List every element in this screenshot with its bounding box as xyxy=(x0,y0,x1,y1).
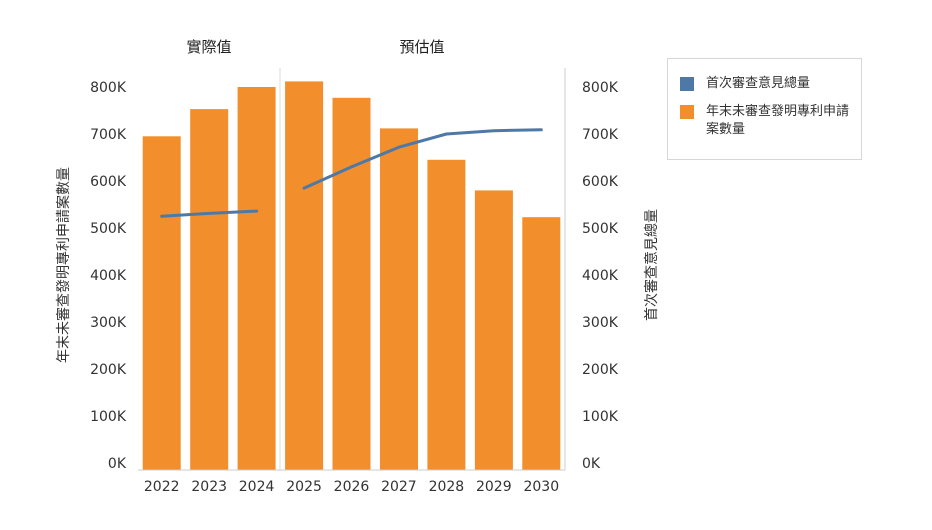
line-series-forecast xyxy=(302,128,543,190)
right-tick-label: 100K xyxy=(582,409,619,425)
x-tick-label: 2022 xyxy=(144,479,180,495)
x-tick-label: 2027 xyxy=(381,479,417,495)
x-tick-label: 2030 xyxy=(523,479,559,495)
x-axis-ticks: 2022 2023 2024 2025 2026 2027 2028 2029 2030 xyxy=(144,479,559,495)
left-axis-title: 年末未審查發明專利申請案數量 xyxy=(55,167,72,363)
left-tick-label: 200K xyxy=(90,362,127,378)
bar-2024 xyxy=(237,87,276,470)
left-tick-label: 500K xyxy=(90,221,127,237)
bar-2025 xyxy=(285,81,324,471)
x-tick-label: 2024 xyxy=(239,479,275,495)
right-tick-label: 700K xyxy=(582,127,619,143)
left-tick-label: 600K xyxy=(90,174,127,190)
right-tick-label: 0K xyxy=(582,456,601,472)
bar-2026 xyxy=(332,97,371,471)
left-axis-ticks: 0K 100K 200K 300K 400K 500K 600K 700K 800K xyxy=(90,80,127,472)
legend-item-line: 首次審查意見總量 xyxy=(680,75,851,93)
left-tick-label: 400K xyxy=(90,268,127,284)
left-tick-label: 300K xyxy=(90,315,127,331)
right-tick-label: 200K xyxy=(582,362,619,378)
left-tick-label: 100K xyxy=(90,409,127,425)
right-tick-label: 400K xyxy=(582,268,619,284)
legend-label-line: 首次審查意見總量 xyxy=(706,76,811,91)
x-tick-label: 2023 xyxy=(191,479,227,495)
right-tick-label: 800K xyxy=(582,80,619,96)
bar-2028 xyxy=(427,159,466,471)
right-tick-label: 600K xyxy=(582,174,619,190)
legend-label-bar: 年末未審查發明專利申請案數量 xyxy=(706,104,850,137)
bar-2029 xyxy=(474,190,513,470)
x-tick-label: 2025 xyxy=(286,479,322,495)
right-tick-label: 300K xyxy=(582,315,619,331)
x-tick-label: 2028 xyxy=(429,479,465,495)
x-tick-label: 2026 xyxy=(334,479,370,495)
bar-2027 xyxy=(380,128,418,470)
section-label-forecast: 預估值 xyxy=(399,38,444,56)
right-axis-title: 首次審查意見總量 xyxy=(643,209,660,321)
x-tick-label: 2029 xyxy=(476,479,512,495)
bar-2022 xyxy=(142,136,181,471)
left-tick-label: 700K xyxy=(90,127,127,143)
section-label-actual: 實際值 xyxy=(186,38,231,56)
right-axis-ticks: 0K 100K 200K 300K 400K 500K 600K 700K 800K xyxy=(582,80,619,472)
legend: 首次審查意見總量 年末未審查發明專利申請案數量 xyxy=(667,58,862,160)
bar-2030 xyxy=(522,217,561,470)
right-tick-label: 500K xyxy=(582,221,619,237)
legend-swatch-line xyxy=(680,77,694,91)
legend-item-bar: 年末未審查發明專利申請案數量 xyxy=(680,103,851,139)
line-series-actual xyxy=(160,209,259,218)
bar-2023 xyxy=(190,109,229,470)
left-tick-label: 0K xyxy=(108,456,127,472)
bar-series xyxy=(142,81,561,471)
legend-swatch-bar xyxy=(680,105,694,119)
left-tick-label: 800K xyxy=(90,80,127,96)
